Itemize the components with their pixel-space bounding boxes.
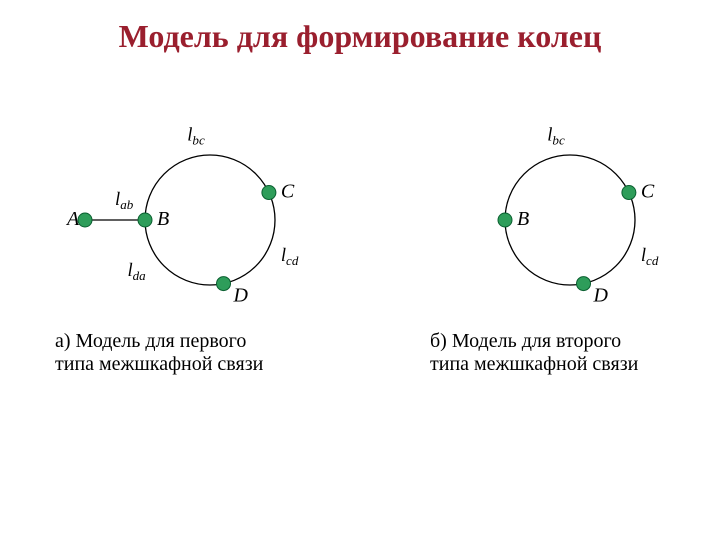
edge-label-cd: lcd — [641, 245, 659, 268]
node-B-label: B — [517, 208, 529, 230]
node-D-label: D — [233, 285, 249, 307]
node-D — [217, 277, 231, 291]
diagram-b-caption: б) Модель для второго типа межшкафной св… — [430, 330, 638, 376]
page-title: Модель для формирование колец — [0, 18, 720, 55]
node-B — [498, 213, 512, 227]
node-B-label: B — [157, 208, 169, 230]
edge-label-bc: lbc — [547, 124, 565, 147]
node-B — [138, 213, 152, 227]
edge-label-cd: lcd — [281, 245, 299, 268]
edge-label-ab: lab — [115, 189, 134, 212]
node-C-label: C — [641, 181, 655, 203]
edge-label-bc: lbc — [187, 124, 205, 147]
diagram-a-caption: а) Модель для первого типа межшкафной св… — [55, 330, 263, 376]
node-C — [262, 186, 276, 200]
node-A — [78, 213, 92, 227]
node-C-label: C — [281, 181, 295, 203]
node-D — [577, 277, 591, 291]
edge-label-da: lda — [127, 260, 146, 283]
node-A-label: A — [65, 208, 80, 230]
node-D-label: D — [593, 285, 609, 307]
node-C — [622, 186, 636, 200]
